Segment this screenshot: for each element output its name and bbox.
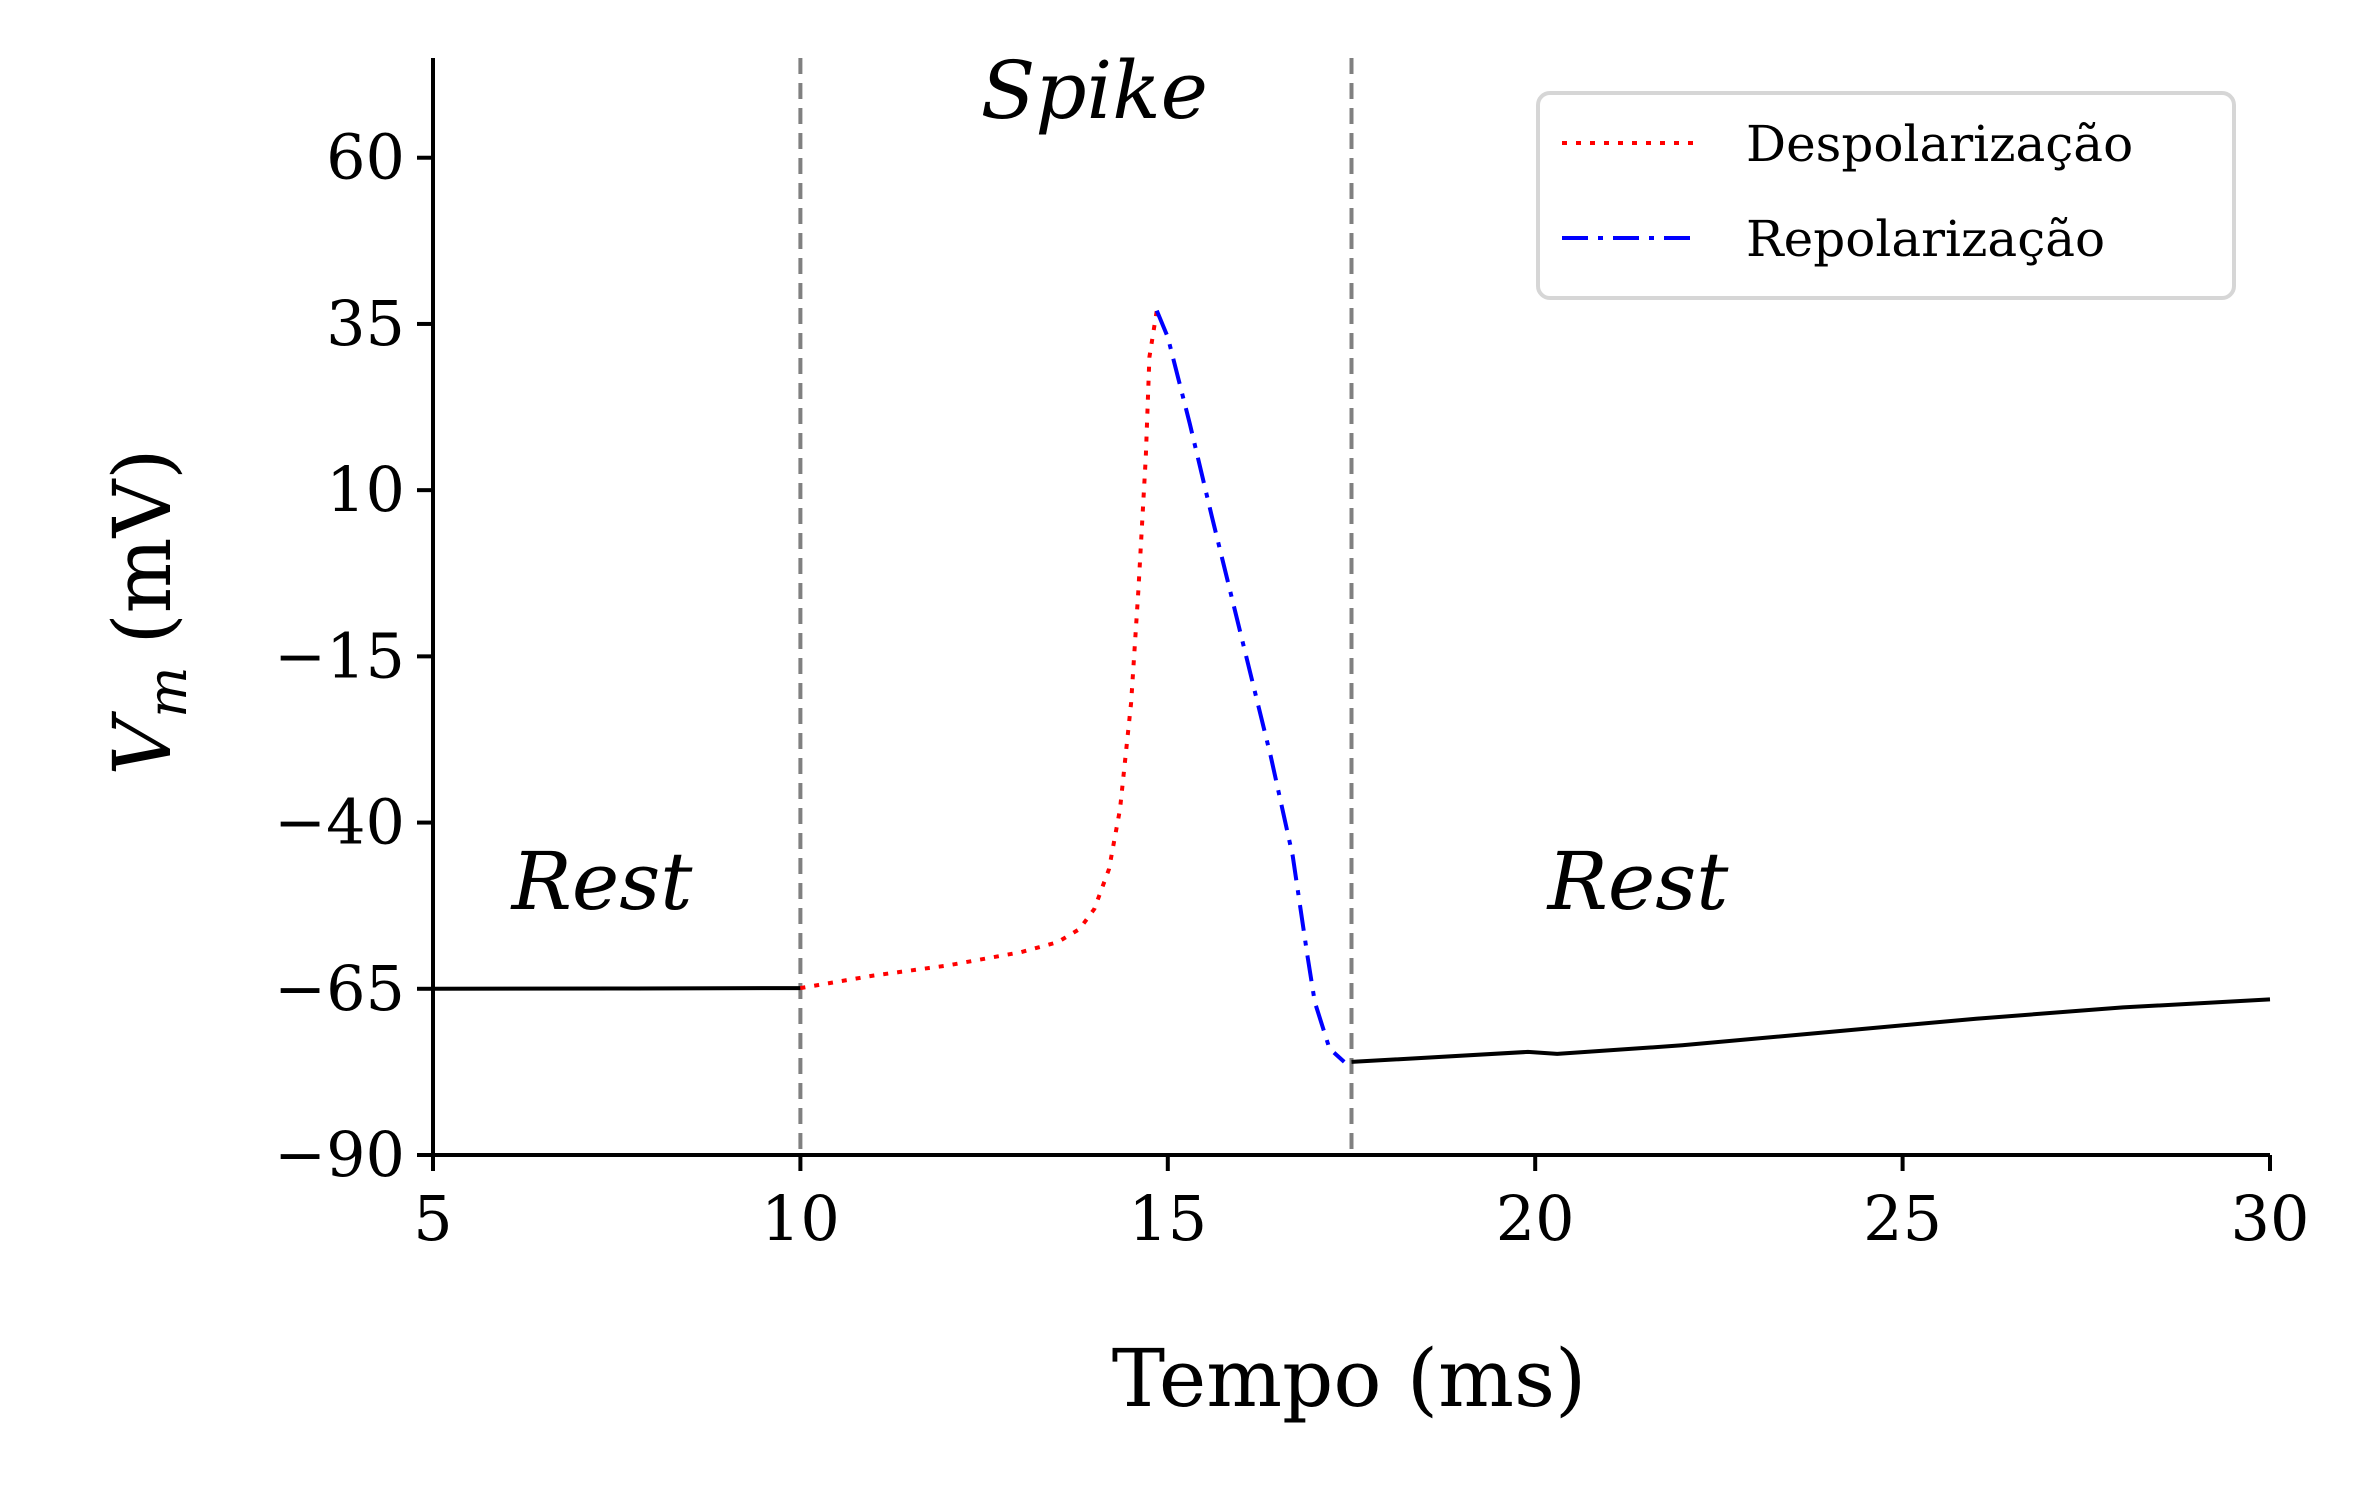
x-tick-label: 10 xyxy=(761,1182,840,1255)
legend-label-despolarizacao: Despolarização xyxy=(1746,115,2133,173)
x-ticks: 5 10 15 20 25 30 xyxy=(413,1155,2309,1255)
series-line-rest xyxy=(1351,997,2271,1064)
y-axis-title: Vm (mV) xyxy=(96,448,199,775)
y-tick-label: −40 xyxy=(274,786,405,859)
y-tick-label: −90 xyxy=(274,1118,405,1191)
x-tick-label: 25 xyxy=(1863,1182,1942,1255)
series-line-dashdot xyxy=(1154,309,1346,1064)
x-tick-label: 15 xyxy=(1128,1182,1207,1255)
series-line-dotted xyxy=(800,310,1159,991)
y-tick-label: −15 xyxy=(274,619,405,692)
x-tick-label: 5 xyxy=(413,1182,452,1255)
annotations: Rest Spike Rest xyxy=(510,44,1730,928)
annotation-rest: Rest xyxy=(510,835,694,928)
legend: Despolarização Repolarização xyxy=(1536,91,2236,300)
y-ticks: −90 −65 −40 −15 10 35 60 xyxy=(274,121,433,1191)
y-tick-label: 10 xyxy=(326,453,405,526)
y-tick-label: 35 xyxy=(326,287,405,360)
annotation-rest: Rest xyxy=(1546,835,1730,928)
y-tick-label: −65 xyxy=(274,952,405,1025)
x-tick-label: 20 xyxy=(1496,1182,1575,1255)
x-tick-label: 30 xyxy=(2231,1182,2310,1255)
y-axis-title-unit: (mV) xyxy=(96,448,189,644)
series-line-rest xyxy=(432,986,801,991)
legend-frame xyxy=(1536,91,2236,300)
annotation-spike: Spike xyxy=(981,44,1208,137)
y-axis-title-sub: m xyxy=(136,667,199,718)
y-axis-title-main: V xyxy=(96,711,189,776)
series-lines xyxy=(432,309,2271,1064)
x-axis-title: Tempo (ms) xyxy=(1112,1332,1587,1425)
y-tick-label: 60 xyxy=(326,121,405,194)
reference-lines xyxy=(798,58,1354,1155)
legend-label-repolarizacao: Repolarização xyxy=(1746,210,2105,268)
